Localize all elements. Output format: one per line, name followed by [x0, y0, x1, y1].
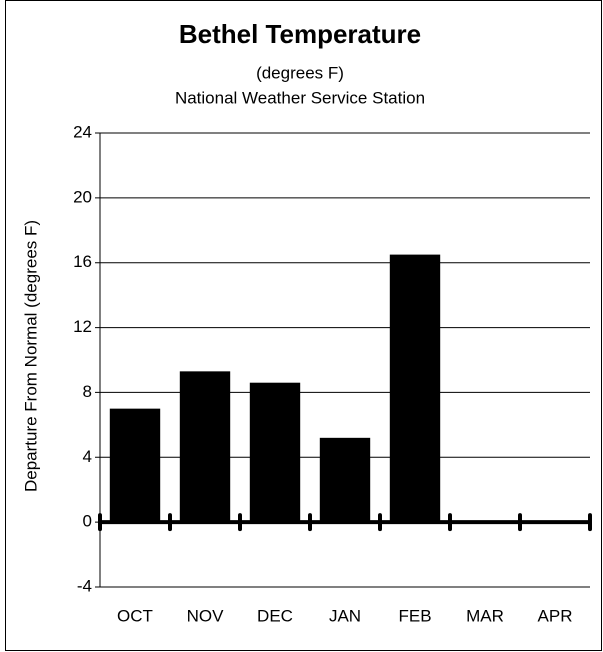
bar	[109, 408, 161, 523]
y-tick-label: 4	[83, 447, 92, 466]
y-tick-label: 24	[73, 122, 92, 141]
x-tick-label: MAR	[466, 606, 504, 625]
y-tick-label: 8	[83, 382, 92, 401]
y-axis-label: Departure From Normal (degrees F)	[21, 220, 40, 492]
chart-subtitle: National Weather Service Station	[175, 88, 425, 107]
x-tick-label: APR	[538, 606, 573, 625]
x-tick-label: OCT	[117, 606, 153, 625]
y-tick-label: 20	[73, 187, 92, 206]
y-tick-label: 12	[73, 317, 92, 336]
x-tick-label: FEB	[398, 606, 431, 625]
chart-subtitle: (degrees F)	[256, 63, 344, 82]
x-tick-label: JAN	[329, 606, 361, 625]
chart-title: Bethel Temperature	[179, 19, 421, 49]
chart-frame	[5, 0, 602, 651]
bar	[249, 382, 301, 523]
y-tick-label: 0	[83, 512, 92, 531]
x-tick-label: DEC	[257, 606, 293, 625]
x-tick-label: NOV	[187, 606, 225, 625]
y-tick-label: 16	[73, 252, 92, 271]
bar	[179, 371, 231, 523]
y-tick-label: -4	[77, 576, 92, 595]
bar	[389, 254, 441, 523]
bar	[319, 437, 371, 523]
